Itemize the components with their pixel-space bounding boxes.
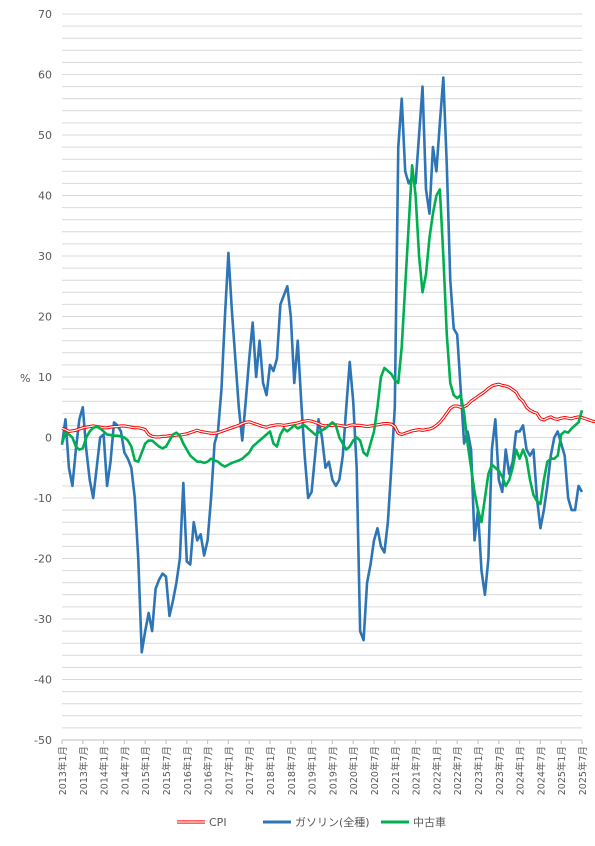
- y-tick-label: 50: [38, 129, 52, 142]
- x-tick-label: 2018年7月: [286, 746, 298, 795]
- x-tick-label: 2017年7月: [244, 746, 256, 795]
- y-tick-label: 40: [38, 190, 52, 203]
- y-tick-label: -30: [34, 613, 52, 626]
- y-tick-label: -20: [34, 553, 52, 566]
- y-tick-label: -40: [34, 674, 52, 687]
- series: [60, 76, 595, 654]
- x-axis: 2013年1月 2013年7月 2014年1月 2014年7月 2015年1月 2015年…: [57, 740, 589, 795]
- series-0-line-inner: [61, 383, 595, 438]
- x-tick-label: 2017年1月: [223, 746, 235, 795]
- x-tick-label: 2018年1月: [265, 746, 277, 795]
- x-tick-label: 2013年7月: [78, 746, 90, 795]
- x-tick-label: 2021年1月: [390, 746, 402, 795]
- x-tick-label: 2025年1月: [556, 746, 568, 795]
- x-tick-label: 2016年7月: [203, 746, 215, 795]
- y-axis-label: %: [20, 372, 30, 385]
- x-tick-label: 2014年7月: [119, 746, 131, 795]
- y-tick-label: -50: [34, 734, 52, 747]
- y-tick-label: 70: [38, 8, 52, 21]
- series-2-line: [60, 163, 584, 524]
- legend-label: CPI: [209, 816, 227, 829]
- grid: [62, 13, 582, 741]
- x-tick-label: 2016年1月: [182, 746, 194, 795]
- y-tick-label: 60: [38, 69, 52, 82]
- legend-label: ガソリン(全種): [295, 815, 370, 829]
- x-tick-label: 2022年1月: [431, 746, 443, 795]
- x-tick-label: 2015年1月: [140, 746, 152, 795]
- x-tick-label: 2023年7月: [494, 746, 506, 795]
- y-tick-label: 20: [38, 311, 52, 324]
- x-tick-label: 2019年7月: [327, 746, 339, 795]
- legend: CPI ガソリン(全種) 中古車: [177, 815, 446, 829]
- x-tick-label: 2023年1月: [473, 746, 485, 795]
- x-tick-label: 2020年1月: [348, 746, 360, 795]
- x-tick-label: 2025年7月: [577, 746, 589, 795]
- x-tick-label: 2015年7月: [161, 746, 173, 795]
- legend-item-0: CPI: [177, 816, 227, 829]
- x-tick-label: 2013年1月: [57, 746, 69, 795]
- y-tick-label: 30: [38, 250, 52, 263]
- y-tick-label: -10: [34, 492, 52, 505]
- legend-item-2: 中古車: [381, 815, 446, 829]
- y-tick-label: 0: [45, 432, 52, 445]
- x-tick-label: 2024年1月: [515, 746, 527, 795]
- x-tick-label: 2014年1月: [99, 746, 111, 795]
- y-axis: 70 60 50 40 30 20 10 0 -10 -20 -30 -40 -50: [34, 8, 52, 747]
- x-tick-label: 2019年1月: [307, 746, 319, 795]
- legend-item-1: ガソリン(全種): [263, 815, 370, 829]
- series-1-line: [60, 76, 584, 654]
- x-tick-label: 2020年7月: [369, 746, 381, 795]
- x-tick-label: 2021年7月: [411, 746, 423, 795]
- legend-label: 中古車: [413, 815, 446, 829]
- x-tick-label: 2024年7月: [535, 746, 547, 795]
- y-tick-label: 10: [38, 371, 52, 384]
- x-tick-label: 2022年7月: [452, 746, 464, 795]
